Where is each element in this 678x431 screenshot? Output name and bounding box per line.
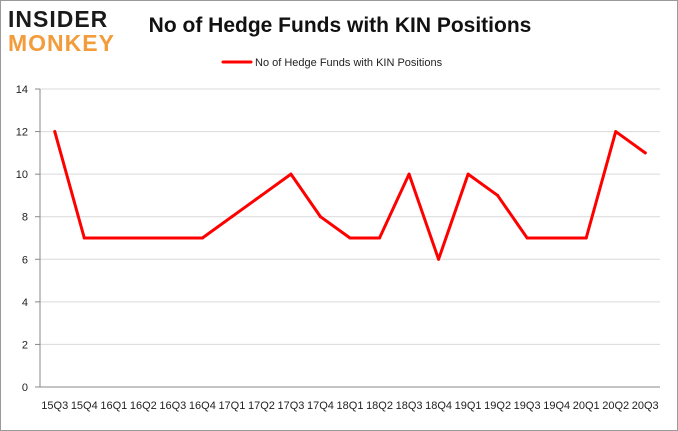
gridlines	[40, 88, 660, 345]
x-tick-label: 16Q3	[159, 400, 186, 412]
x-tick-label: 18Q4	[425, 400, 452, 412]
x-tick-label: 18Q1	[337, 400, 364, 412]
x-tick-label: 16Q4	[189, 400, 216, 412]
y-tick-label: 0	[22, 382, 28, 394]
x-tick-label: 20Q2	[602, 400, 629, 412]
data-point	[496, 193, 500, 197]
insider-monkey-logo: INSIDER MONKEY	[8, 6, 128, 56]
x-tick-label: 16Q1	[100, 400, 127, 412]
x-tick-label: 15Q3	[41, 400, 68, 412]
data-point	[289, 172, 293, 176]
data-point	[466, 172, 470, 176]
legend-label: No of Hedge Funds with KIN Positions	[255, 57, 443, 69]
data-point	[378, 236, 382, 240]
x-tick-label: 18Q2	[366, 400, 393, 412]
data-point	[407, 172, 411, 176]
y-tick-label: 4	[22, 297, 28, 309]
data-point	[112, 236, 116, 240]
data-point	[555, 236, 559, 240]
data-point	[643, 151, 647, 155]
legend: No of Hedge Funds with KIN Positions	[221, 57, 443, 69]
y-tick-label: 12	[16, 127, 28, 139]
logo-text-monkey: MONKEY	[8, 30, 115, 56]
data-point	[230, 215, 234, 219]
x-tick-label: 20Q1	[573, 400, 600, 412]
series-line-0	[53, 130, 647, 261]
data-point	[525, 236, 529, 240]
y-tick-label: 2	[22, 339, 28, 351]
x-tick-label: 15Q4	[71, 400, 98, 412]
x-tick-labels: 15Q3 15Q4 16Q1 16Q2 16Q3 16Q4 17Q1 17Q2 17Q3 17Q4…	[41, 400, 658, 412]
x-tick-label: 17Q3	[277, 400, 304, 412]
x-tick-label: 17Q2	[248, 400, 275, 412]
data-point	[348, 236, 352, 240]
x-tick-label: 19Q3	[514, 400, 541, 412]
y-tick-label: 10	[16, 169, 28, 181]
axes	[35, 88, 660, 388]
data-point	[437, 257, 441, 261]
y-tick-labels: 0 2 4 6 8 10 12 14	[16, 84, 28, 394]
y-tick-label: 8	[22, 212, 28, 224]
x-tick-label: 17Q1	[218, 400, 245, 412]
y-tick-label: 6	[22, 254, 28, 266]
x-tick-label: 19Q4	[543, 400, 570, 412]
data-point	[200, 236, 204, 240]
data-point	[53, 130, 57, 134]
data-point	[82, 236, 86, 240]
x-tick-label: 18Q3	[396, 400, 423, 412]
x-tick-label: 17Q4	[307, 400, 334, 412]
chart-title: No of Hedge Funds with KIN Positions	[148, 14, 532, 37]
data-point	[259, 193, 263, 197]
logo-text-insider: INSIDER	[8, 6, 109, 32]
data-point	[318, 215, 322, 219]
x-tick-label: 20Q3	[632, 400, 659, 412]
series-group	[53, 130, 647, 261]
data-point	[141, 236, 145, 240]
x-tick-label: 16Q2	[130, 400, 157, 412]
x-tick-label: 19Q1	[455, 400, 482, 412]
data-point	[584, 236, 588, 240]
data-point	[614, 130, 618, 134]
x-tick-label: 19Q2	[484, 400, 511, 412]
data-point	[171, 236, 175, 240]
y-tick-label: 14	[16, 84, 28, 96]
